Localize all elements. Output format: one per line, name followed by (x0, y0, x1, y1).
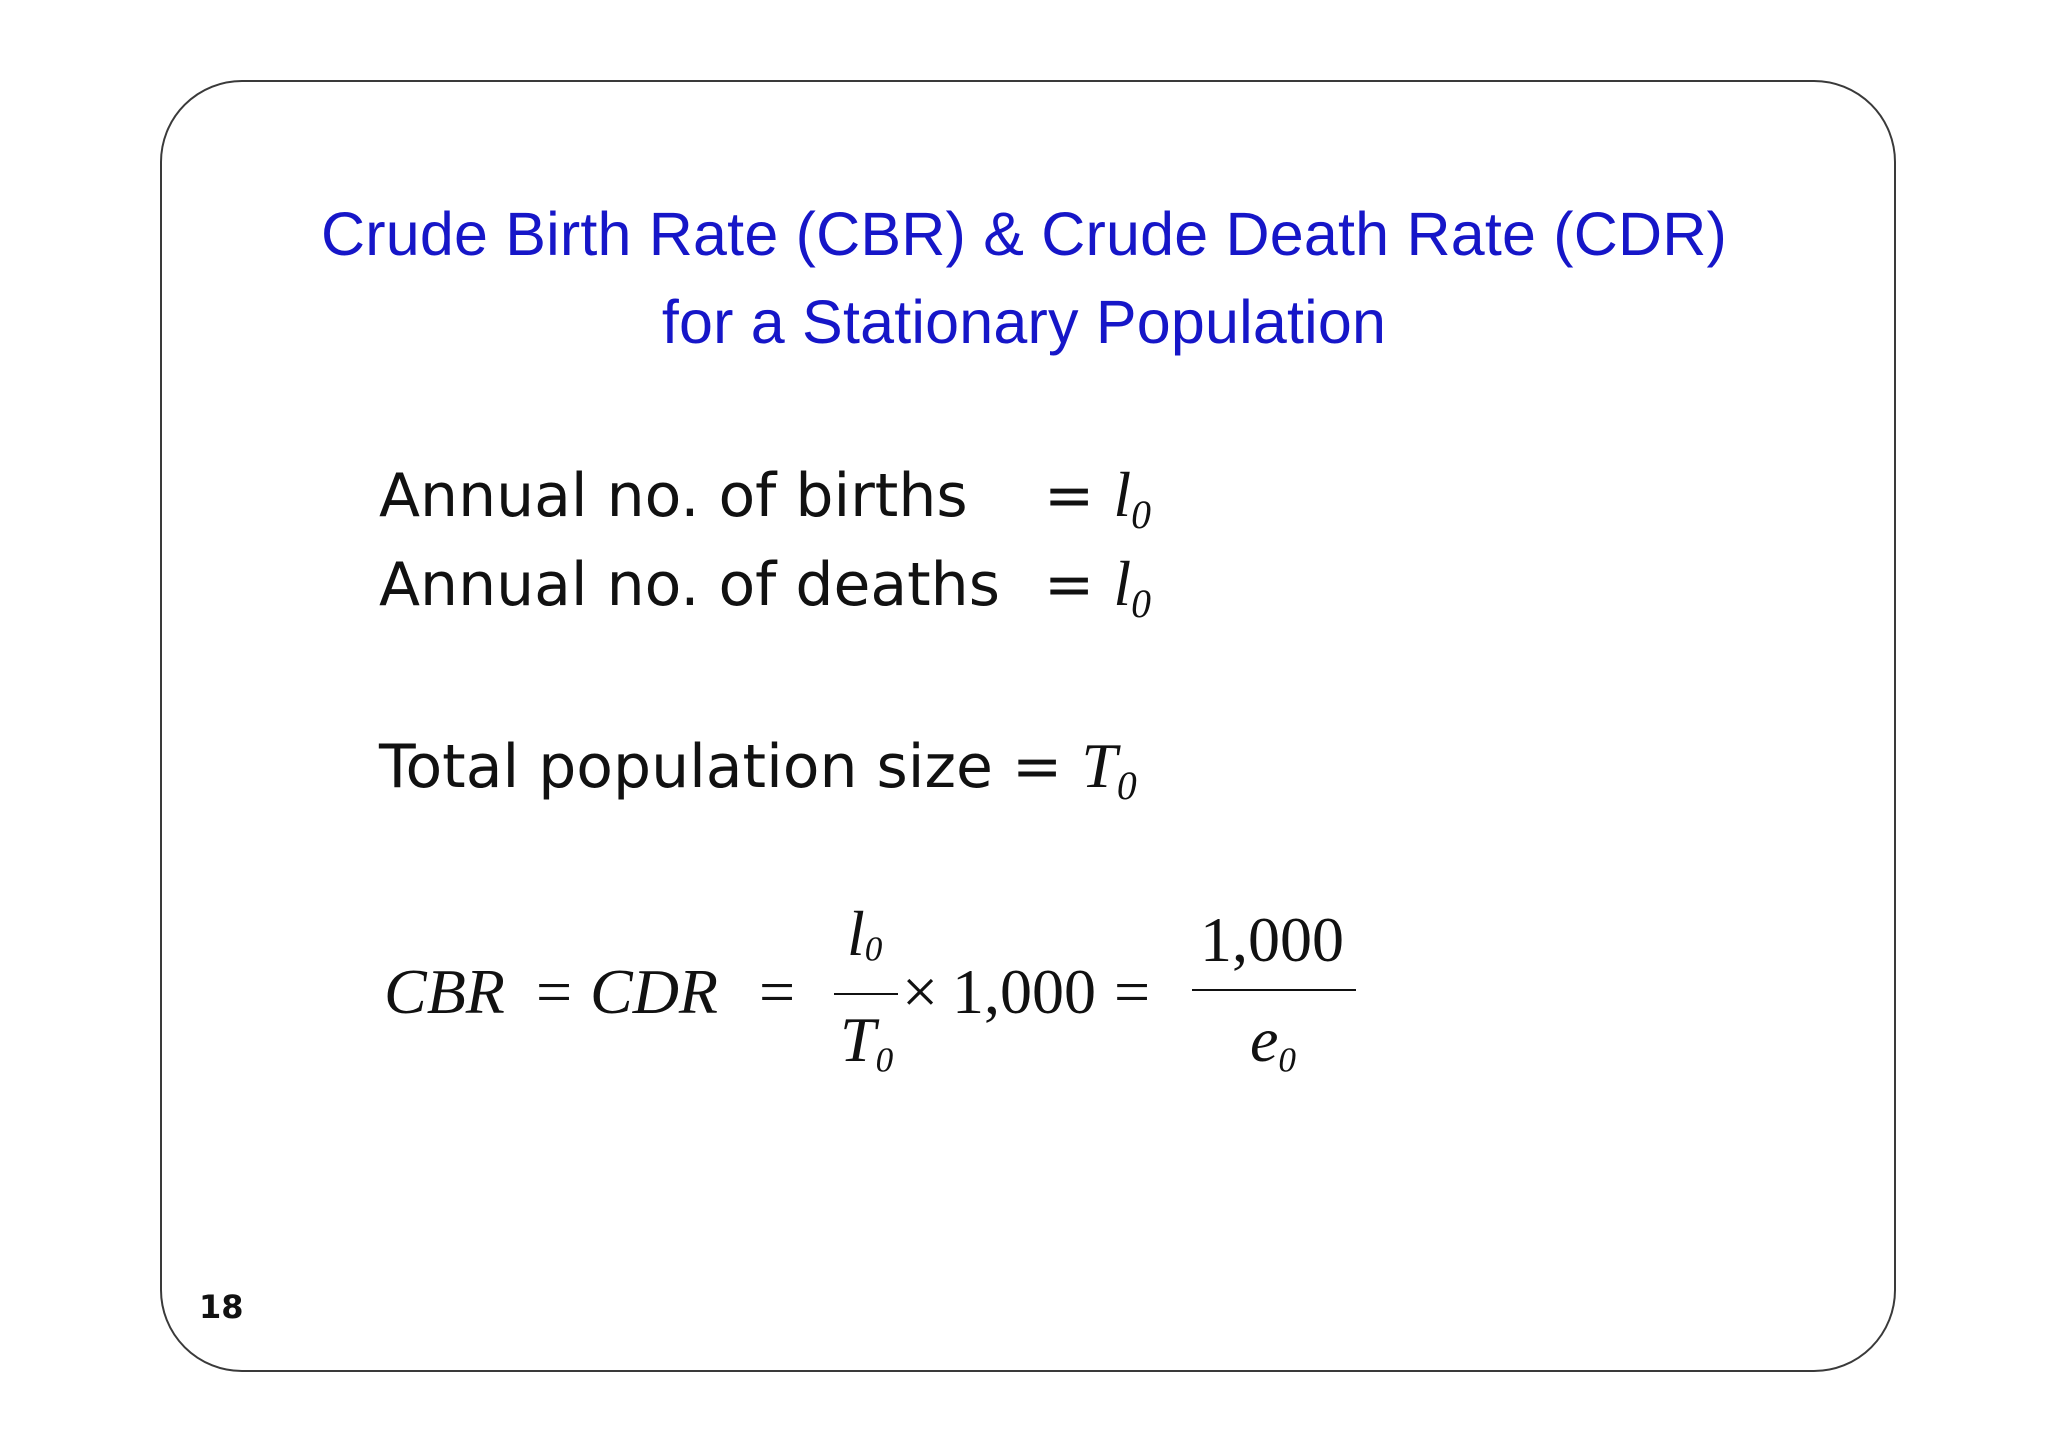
formula-equals-3: = (1114, 956, 1151, 1027)
fraction-1-numerator: l0 (847, 897, 882, 971)
formula-times: × (902, 956, 939, 1027)
slide-frame (160, 80, 1896, 1372)
fraction-2-denominator: e0 (1250, 1003, 1296, 1081)
total-population-row: Total population size = T0 (379, 729, 1137, 809)
births-label-text: Annual no. of births (379, 461, 968, 531)
formula-cbr: CBR (384, 956, 505, 1027)
numerator-letter: l (847, 898, 865, 969)
formula-cdr: CDR (590, 956, 718, 1027)
births-equals: = (1044, 461, 1095, 531)
births-label: Annual no. of births (379, 461, 1044, 531)
deaths-row: Annual no. of deaths = l0 (379, 547, 1151, 627)
births-symbol-letter: l (1113, 459, 1132, 530)
page-number: 18 (199, 1288, 244, 1326)
fraction-1-denominator: T0 (840, 1003, 893, 1081)
title-line-2: for a Stationary Population (661, 288, 1387, 356)
title-text: Crude Birth Rate ( (320, 200, 817, 268)
births-symbol-subscript: 0 (1131, 492, 1151, 537)
formula-equals-2: = (759, 956, 796, 1027)
total-symbol-letter: T (1081, 730, 1117, 801)
total-population-symbol: T0 (1081, 730, 1136, 808)
denominator-subscript: 0 (1278, 1040, 1296, 1080)
deaths-symbol-letter: l (1113, 548, 1132, 619)
births-row: Annual no. of births = l0 (379, 458, 1151, 538)
total-symbol-subscript: 0 (1116, 763, 1137, 808)
denominator-letter: T (840, 1004, 876, 1075)
births-symbol: l0 (1113, 459, 1151, 537)
denominator-subscript: 0 (875, 1040, 894, 1080)
title-line-1: Crude Birth Rate (CBR) & Crude Death Rat… (0, 190, 2048, 278)
formula-equals-1: = (536, 956, 573, 1027)
numerator-subscript: 0 (864, 929, 883, 969)
cbr-cdr-formula: CBR = CDR = l0 T0 × 1,000 = 1,000 e0 (384, 898, 1384, 1085)
deaths-label-text: Annual no. of deaths (379, 550, 1000, 620)
total-population-label: Total population size = (379, 732, 1063, 802)
fraction-1-bar (834, 993, 898, 995)
formula-factor: 1,000 (952, 956, 1096, 1027)
title-abbr-cdr: CDR (1573, 200, 1707, 268)
fraction-2-bar (1192, 989, 1356, 991)
deaths-equals: = (1044, 550, 1095, 620)
title-abbr-cbr: CBR (816, 200, 946, 268)
fraction-2-numerator: 1,000 (1200, 904, 1344, 975)
title-text: ) (1706, 200, 1728, 268)
deaths-label: Annual no. of deaths (379, 550, 1044, 620)
deaths-symbol: l0 (1113, 548, 1151, 626)
title-text: ) & Crude Death Rate ( (945, 200, 1574, 268)
deaths-symbol-subscript: 0 (1131, 581, 1151, 626)
denominator-letter: e (1250, 1004, 1279, 1075)
slide-title: Crude Birth Rate (CBR) & Crude Death Rat… (0, 190, 2048, 366)
